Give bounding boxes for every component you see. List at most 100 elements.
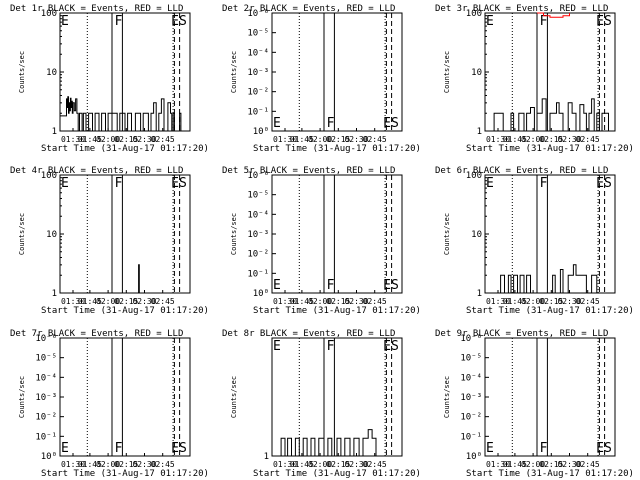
marker-label-e: E: [486, 14, 494, 29]
y-tick-label: 10: [471, 68, 482, 78]
panel-title: Det 6r BLACK = Events, RED = LLD: [435, 166, 608, 176]
y-tick-label: 10⁻⁴: [460, 373, 482, 383]
x-tick-label: 02:00: [308, 460, 332, 469]
x-tick-label: 02:00: [308, 297, 332, 306]
x-tick-label: 02:45: [363, 460, 387, 469]
x-axis-label: Start Time (31-Aug-17 01:17:20): [466, 306, 634, 316]
x-tick-label: 02:00: [521, 460, 545, 469]
y-tick-label: 100: [466, 9, 482, 19]
panel-title: Det 4r BLACK = Events, RED = LLD: [10, 166, 183, 176]
x-tick-label: 02:45: [363, 297, 387, 306]
marker-label-f: F: [540, 441, 548, 456]
y-axis-label: Counts/sec: [443, 51, 451, 93]
marker-label-es: ES: [596, 176, 612, 191]
plot-frame: [59, 174, 191, 294]
x-tick-label: 01:30: [273, 460, 297, 469]
series-line-1: [138, 264, 140, 294]
panel-title: Det 9r BLACK = Events, RED = LLD: [435, 329, 608, 339]
x-tick-label: 01:30: [486, 460, 510, 469]
x-tick-label: 01:45: [290, 460, 314, 469]
marker-label-es: ES: [171, 14, 187, 29]
marker-label-es: ES: [383, 339, 399, 354]
marker-label-f: F: [540, 176, 548, 191]
y-tick-label: 1: [264, 452, 269, 462]
series-line-1: [498, 264, 602, 294]
panel-det-3: Det 3r BLACK = Events, RED = LLD 01:3001:…: [435, 4, 634, 154]
y-tick-label: 10⁻⁴: [247, 210, 269, 220]
panel-det-2: Det 2r BLACK = Events, RED = LLD 01:3001:…: [222, 4, 421, 154]
y-axis-label: Counts/sec: [230, 376, 238, 418]
plot-frame: [271, 174, 403, 294]
marker-label-e: E: [61, 176, 69, 191]
y-axis-label: Counts/sec: [230, 213, 238, 255]
marker-label-f: F: [540, 14, 548, 29]
marker-label-e: E: [273, 278, 281, 293]
x-axis-label: Start Time (31-Aug-17 01:17:20): [41, 144, 209, 154]
y-tick-label: 1: [52, 289, 57, 299]
y-tick-label: 10⁻¹: [35, 432, 57, 442]
x-axis-label: Start Time (31-Aug-17 01:17:20): [253, 306, 421, 316]
marker-label-es: ES: [171, 441, 187, 456]
marker-label-es: ES: [596, 441, 612, 456]
marker-label-f: F: [115, 441, 123, 456]
y-tick-label: 10⁻²: [460, 413, 482, 423]
plot-frame: [59, 337, 191, 457]
x-tick-label: 02:30: [557, 460, 581, 469]
marker-label-f: F: [327, 116, 335, 131]
x-tick-label: 02:30: [344, 135, 368, 144]
x-tick-label: 02:30: [132, 460, 156, 469]
x-tick-label: 02:00: [521, 135, 545, 144]
x-axis-label: Start Time (31-Aug-17 01:17:20): [253, 469, 421, 479]
y-tick-label: 10: [46, 68, 57, 78]
x-axis-label: Start Time (31-Aug-17 01:17:20): [41, 306, 209, 316]
marker-label-es: ES: [596, 14, 612, 29]
x-tick-label: 02:30: [132, 135, 156, 144]
panel-title: Det 1r BLACK = Events, RED = LLD: [10, 4, 183, 14]
x-tick-label: 02:15: [539, 460, 563, 469]
x-axis-label: Start Time (31-Aug-17 01:17:20): [41, 469, 209, 479]
x-tick-label: 01:45: [290, 297, 314, 306]
panel-title: Det 2r BLACK = Events, RED = LLD: [222, 4, 395, 14]
y-tick-label: 1: [477, 127, 482, 137]
y-tick-label: 10⁰: [253, 127, 269, 137]
y-tick-label: 10: [471, 230, 482, 240]
y-tick-label: 100: [41, 171, 57, 181]
y-tick-label: 10⁻³: [460, 393, 482, 403]
y-tick-label: 10⁰: [466, 452, 482, 462]
y-tick-label: 10⁻¹: [460, 432, 482, 442]
x-tick-label: 02:45: [363, 135, 387, 144]
panel-det-1: Det 1r BLACK = Events, RED = LLD 01:3001:…: [10, 4, 209, 154]
x-tick-label: 01:45: [503, 297, 527, 306]
x-tick-label: 02:45: [151, 297, 175, 306]
x-tick-label: 01:30: [486, 297, 510, 306]
y-axis-label: Counts/sec: [230, 51, 238, 93]
marker-label-e: E: [273, 339, 281, 354]
x-tick-label: 02:15: [539, 297, 563, 306]
panel-title: Det 3r BLACK = Events, RED = LLD: [435, 4, 608, 14]
x-tick-label: 02:15: [326, 460, 350, 469]
x-axis-label: Start Time (31-Aug-17 01:17:20): [466, 144, 634, 154]
x-tick-label: 01:45: [78, 297, 102, 306]
x-tick-label: 02:30: [557, 135, 581, 144]
x-tick-label: 02:15: [114, 135, 138, 144]
plot-frame: [484, 337, 616, 457]
y-tick-label: 10⁻⁶: [35, 334, 57, 344]
panel-title: Det 7r BLACK = Events, RED = LLD: [10, 329, 183, 339]
y-tick-label: 10⁰: [41, 452, 57, 462]
x-tick-label: 01:45: [503, 135, 527, 144]
marker-label-f: F: [115, 176, 123, 191]
x-tick-label: 01:30: [61, 135, 85, 144]
y-tick-label: 10⁻⁶: [247, 9, 269, 19]
y-tick-label: 10⁻³: [247, 68, 269, 78]
panel-det-8: Det 8r BLACK = Events, RED = LLD 01:3001:…: [222, 329, 421, 479]
x-tick-label: 02:15: [326, 297, 350, 306]
y-tick-label: 10⁻⁴: [247, 48, 269, 58]
y-tick-label: 10: [46, 230, 57, 240]
x-tick-label: 02:45: [151, 460, 175, 469]
marker-label-e: E: [61, 441, 69, 456]
x-tick-label: 02:45: [576, 297, 600, 306]
y-tick-label: 10⁰: [253, 289, 269, 299]
marker-label-f: F: [115, 14, 123, 29]
plot-frame: [271, 12, 403, 132]
x-tick-label: 02:45: [576, 460, 600, 469]
